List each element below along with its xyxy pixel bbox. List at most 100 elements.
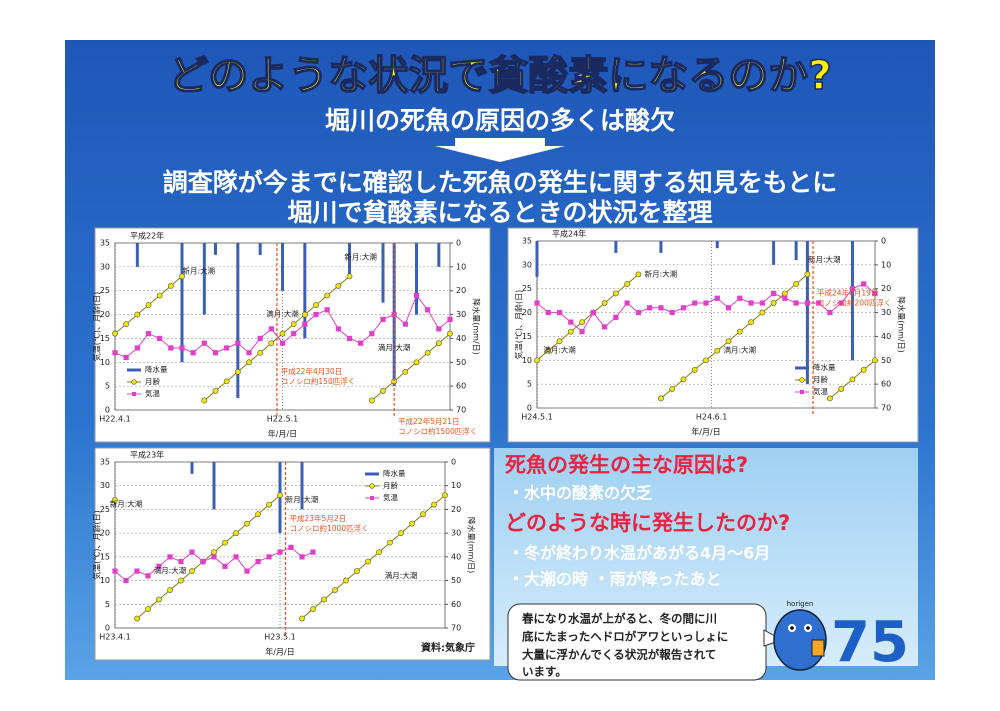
legend-swatch xyxy=(127,368,141,372)
moon-age-marker xyxy=(290,321,297,328)
precipitation-bar xyxy=(348,243,351,279)
chart-title: 平成23年 xyxy=(130,450,164,460)
y-tick-label: 10 xyxy=(100,358,110,367)
temperature-marker xyxy=(201,340,207,346)
moon-age-marker xyxy=(301,311,308,318)
temperature-marker xyxy=(157,335,163,342)
tide-label: 満月:大潮 xyxy=(154,565,187,575)
moon-age-marker xyxy=(324,292,331,299)
moon-age-marker xyxy=(748,319,754,326)
moon-age-marker xyxy=(335,283,342,289)
temperature-marker xyxy=(277,549,283,555)
temperature-marker xyxy=(212,350,219,356)
question: 死魚の発生の主な原因は? xyxy=(505,453,748,477)
temperature-marker xyxy=(647,305,653,311)
down-arrow xyxy=(435,138,565,162)
y-axis-label: 気温(℃)、月齢(日) xyxy=(92,292,102,361)
moon-age-marker xyxy=(368,397,375,404)
moon-age-marker xyxy=(447,330,453,337)
y-tick-label: 10 xyxy=(522,356,532,365)
moon-age-marker xyxy=(279,330,286,337)
legend-label: 降水量 xyxy=(813,362,836,372)
y-tick-label: 35 xyxy=(100,458,110,467)
temperature-marker xyxy=(145,331,152,337)
y-tick-label: 0 xyxy=(105,624,110,633)
temperature-marker xyxy=(235,340,241,346)
moon-age-marker xyxy=(134,311,141,318)
answer: ・水中の酸素の欠乏 xyxy=(508,484,652,503)
moon-age-marker xyxy=(669,386,676,392)
y-tick-label: 20 xyxy=(100,310,110,319)
y2-tick-label: 20 xyxy=(881,284,891,293)
precipitation-bar xyxy=(135,243,139,267)
moon-age-marker xyxy=(431,501,437,508)
temperature-marker xyxy=(123,577,129,584)
temperature-marker xyxy=(782,295,788,301)
x-axis-label: 年/月/日 xyxy=(268,429,297,439)
moon-age-marker xyxy=(387,539,393,546)
temperature-marker xyxy=(545,309,551,316)
precipitation-bar xyxy=(805,241,809,385)
y2-tick-label: 20 xyxy=(451,505,461,514)
chart-title: 平成24年 xyxy=(552,229,586,239)
chart-frame xyxy=(94,447,491,661)
bubble-text: 大量に浮かんでくる状況が報告されて xyxy=(522,648,716,662)
event-label: 平成24年6月19日 xyxy=(817,287,878,297)
temperature-marker xyxy=(299,554,305,560)
precipitation-bar xyxy=(214,243,217,255)
precipitation-bar xyxy=(772,241,776,265)
legend-label: 月齢 xyxy=(145,376,160,386)
temperature-marker xyxy=(703,300,709,306)
temperature-marker xyxy=(346,335,353,342)
y2-tick-label: 40 xyxy=(456,334,466,343)
mascot xyxy=(773,609,827,671)
y2-axis-label: 降水量(mm/日) xyxy=(897,296,907,353)
moon-age-marker xyxy=(246,359,252,366)
temperature-marker xyxy=(310,549,316,555)
tide-label: 満月:大潮 xyxy=(378,342,411,352)
legend-swatch xyxy=(131,379,137,385)
summary-line: 調査隊が今までに確認した死魚の発生に関する知見をもとに xyxy=(163,168,838,197)
temperature-marker xyxy=(233,554,239,560)
moon-age-marker xyxy=(266,501,272,508)
temperature-marker xyxy=(770,290,777,297)
moon-age-marker xyxy=(212,388,219,394)
y-tick-label: 30 xyxy=(100,481,110,490)
event-label: コノシロ約1500匹浮く xyxy=(398,426,477,436)
precipitation-bar xyxy=(180,243,184,363)
y2-tick-label: 30 xyxy=(456,310,466,319)
temperature-marker xyxy=(134,568,140,574)
temperature-marker xyxy=(123,354,129,361)
temperature-marker xyxy=(436,326,442,332)
y-axis-label: 気温(℃)、月齢(日) xyxy=(92,510,102,579)
temperature-marker xyxy=(680,305,687,311)
answer: ・大潮の時 ・雨が降ったあと xyxy=(508,570,722,589)
moon-age-marker xyxy=(849,376,856,383)
moon-age-marker xyxy=(579,319,585,326)
moon-age-marker xyxy=(255,511,261,518)
precipitation-bar xyxy=(794,241,798,261)
temperature-marker xyxy=(268,326,274,332)
legend-swatch xyxy=(365,472,379,476)
y2-tick-label: 50 xyxy=(881,356,891,365)
temperature-marker xyxy=(714,295,720,301)
moon-age-marker xyxy=(838,386,845,392)
y-tick-label: 5 xyxy=(105,600,110,609)
y2-tick-label: 60 xyxy=(456,382,466,391)
temperature-marker xyxy=(145,573,151,579)
moon-age-marker xyxy=(781,290,788,297)
temperature-marker xyxy=(613,314,619,320)
y-tick-label: 30 xyxy=(522,260,532,269)
moon-age-marker xyxy=(703,357,709,364)
tide-label: 新月:大潮 xyxy=(286,494,319,504)
legend-swatch xyxy=(369,483,375,489)
tide-label: 新月:大潮 xyxy=(645,268,678,278)
precipitation-bar xyxy=(303,243,307,339)
y-tick-label: 5 xyxy=(527,380,532,389)
moon-age-marker xyxy=(354,568,360,574)
question: どのような時に発生したのか? xyxy=(505,511,790,535)
temperature-marker xyxy=(279,340,286,346)
legend-swatch xyxy=(800,390,804,394)
legend-swatch xyxy=(132,392,136,396)
temperature-marker xyxy=(168,345,174,351)
